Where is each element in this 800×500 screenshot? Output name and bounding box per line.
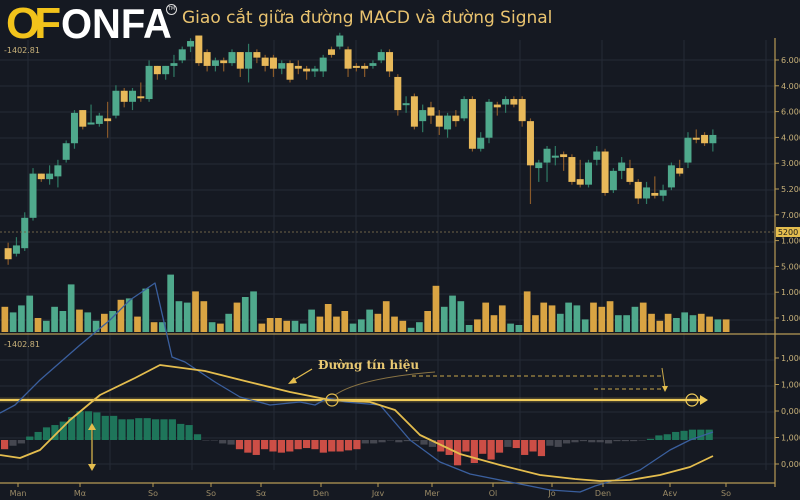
svg-text:4.000: 4.000 [781,133,800,142]
price-top-label: -1402.81 [4,46,40,55]
svg-text:Mer: Mer [424,489,440,498]
svg-text:Jo: Jo [547,489,555,498]
svg-text:0,000: 0,000 [781,407,800,416]
svg-text:1.000: 1.000 [781,288,800,297]
svg-text:3.000: 3.000 [781,159,800,168]
macd-line [0,282,714,493]
svg-text:5.000: 5.000 [781,262,800,271]
svg-text:1.000: 1.000 [781,314,800,323]
current-price-tag: 5200 [778,228,798,237]
svg-text:So: So [721,489,731,498]
crossover-marker [325,393,339,407]
candlesticks [4,32,717,265]
svg-text:4.000: 4.000 [781,82,800,91]
svg-text:6.000: 6.000 [781,108,800,117]
svg-text:Man: Man [10,489,27,498]
svg-text:1.000: 1.000 [781,237,800,246]
onfa-logo: OF ONFA [6,0,178,48]
svg-text:Jαv: Jαv [371,489,385,498]
svg-text:Den: Den [313,489,329,498]
macd-top-label: -1402.81 [4,340,40,349]
svg-text:6.000: 6.000 [781,56,800,65]
grid [0,40,775,470]
logo-text: ONFA [61,0,172,47]
svg-text:1,000: 1,000 [781,381,800,390]
chart-title: Giao cắt giữa đường MACD và đường Signal [182,8,553,28]
svg-text:Ol: Ol [489,489,498,498]
svg-text:5.200: 5.200 [781,185,800,194]
svg-text:Den: Den [595,489,611,498]
trademark-icon: TM [166,4,177,15]
svg-text:So: So [206,489,216,498]
svg-text:7.000: 7.000 [781,211,800,220]
svg-text:So: So [148,489,158,498]
svg-text:Sα: Sα [256,489,266,498]
svg-text:1,000: 1,000 [781,434,800,443]
signal-line-label: Đường tín hiệu [318,358,420,372]
svg-text:Mα: Mα [74,489,86,498]
svg-text:0,000: 0,000 [781,460,800,469]
svg-text:1,000: 1,000 [781,354,800,363]
volume-bars [1,274,730,332]
signal-line [0,364,714,482]
svg-text:Aεv: Aεv [663,489,678,498]
logo-mark-icon: OF [6,0,61,48]
